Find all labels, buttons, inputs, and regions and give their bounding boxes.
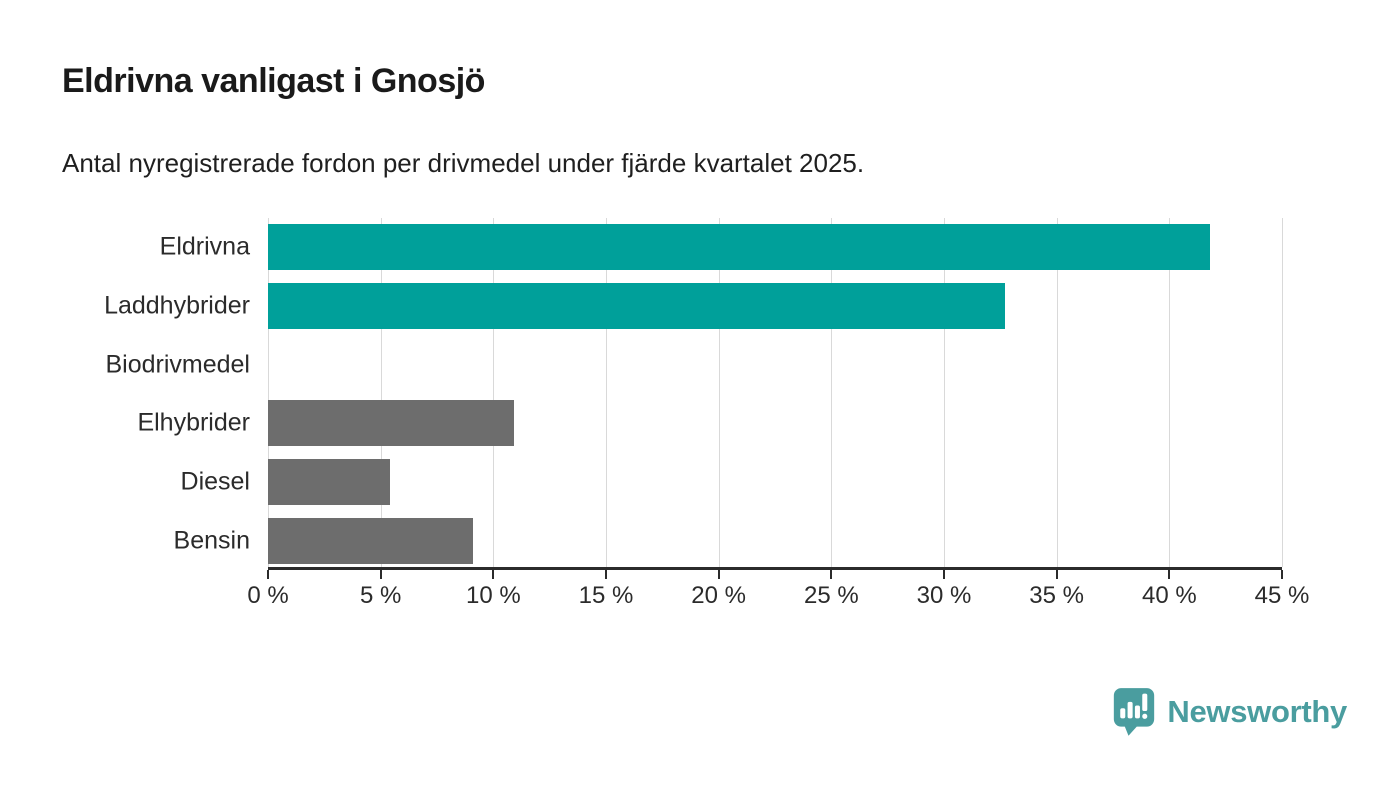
x-tick-label: 35 % xyxy=(1029,582,1085,609)
chart-subtitle: Antal nyregistrerade fordon per drivmede… xyxy=(62,148,865,178)
x-tick-label: 10 % xyxy=(465,582,521,609)
bar-eldrivna xyxy=(268,224,1210,271)
x-axis-tick xyxy=(1281,570,1283,579)
gridline xyxy=(380,218,382,567)
x-tick-label: 20 % xyxy=(691,582,747,609)
category-label: Eldrivna xyxy=(159,232,250,261)
gridline xyxy=(944,218,945,567)
x-axis-tick xyxy=(605,570,607,579)
category-label: Laddhybrider xyxy=(104,291,250,320)
x-axis-tick xyxy=(267,570,269,579)
x-tick-label: 5 % xyxy=(359,582,402,609)
x-axis-tick xyxy=(379,570,382,579)
x-axis-tick xyxy=(830,570,833,579)
gridline xyxy=(718,218,720,567)
gridline xyxy=(1056,218,1058,567)
bar-diesel xyxy=(268,459,390,505)
x-axis-tick xyxy=(1168,570,1171,579)
chart-title: Eldrivna vanligast i Gnosjö xyxy=(62,62,485,100)
bar-laddhybrider xyxy=(268,283,1005,329)
category-label: Biodrivmedel xyxy=(105,350,250,379)
x-tick-label: 15 % xyxy=(578,582,634,609)
x-axis-tick xyxy=(492,570,495,579)
newsworthy-logo: Newsworthy xyxy=(1112,686,1347,737)
gridline xyxy=(1169,218,1171,567)
category-label: Elhybrider xyxy=(137,408,250,437)
x-tick-label: 0 % xyxy=(247,582,289,609)
x-axis-tick xyxy=(1055,570,1058,579)
gridline xyxy=(606,218,607,567)
gridline xyxy=(1282,218,1283,567)
plot-area: 0 % 5 % 10 % 15 % 20 % 25 % 30 % 35 % 40 % 45 % El… xyxy=(104,218,1309,609)
x-axis-tick xyxy=(717,570,720,579)
category-label: Bensin xyxy=(173,526,250,555)
gridline xyxy=(268,218,269,567)
x-tick-label: 25 % xyxy=(803,582,859,609)
bar-bensin xyxy=(268,517,474,564)
category-label: Diesel xyxy=(180,467,250,496)
x-axis-tick xyxy=(943,570,945,579)
bar-elhybrider xyxy=(268,400,514,447)
newsworthy-logo-text: Newsworthy xyxy=(1167,693,1347,729)
gridline xyxy=(831,218,833,567)
gridline xyxy=(493,218,495,567)
x-tick-label: 30 % xyxy=(916,582,972,609)
x-tick-label: 40 % xyxy=(1141,582,1197,609)
x-tick-label: 45 % xyxy=(1254,582,1310,609)
newsworthy-logo-icon xyxy=(1112,686,1156,737)
